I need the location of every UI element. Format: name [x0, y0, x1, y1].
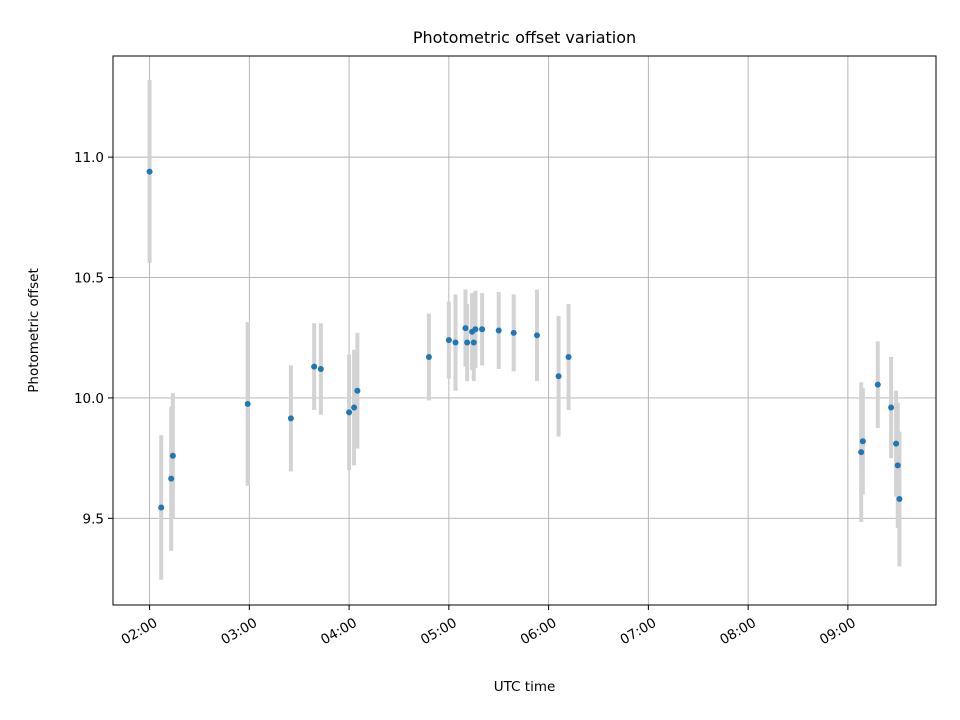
- data-points: [146, 168, 903, 511]
- data-point: [244, 400, 251, 407]
- data-point: [472, 326, 479, 333]
- grid-lines: [113, 56, 936, 605]
- data-point: [351, 404, 358, 411]
- data-point: [874, 381, 881, 388]
- data-point: [894, 462, 901, 469]
- data-point: [168, 475, 175, 482]
- data-point: [346, 409, 353, 416]
- data-point: [158, 504, 165, 511]
- data-point: [452, 339, 459, 346]
- data-point: [555, 373, 562, 380]
- data-point: [169, 452, 176, 459]
- data-point: [462, 325, 469, 332]
- plot-frame: [112, 55, 937, 606]
- y-tick-label: 11.0: [74, 150, 104, 166]
- data-point: [479, 326, 486, 333]
- data-point: [354, 387, 361, 394]
- y-axis-label: Photometric offset: [26, 268, 42, 392]
- data-point: [311, 363, 318, 370]
- data-point: [495, 327, 502, 334]
- y-tick-label: 10.0: [74, 391, 104, 407]
- data-point: [888, 404, 895, 411]
- data-point: [859, 438, 866, 445]
- data-point: [146, 168, 153, 175]
- data-point: [445, 337, 452, 344]
- x-axis-label: UTC time: [494, 679, 556, 695]
- chart-title: Photometric offset variation: [413, 28, 636, 47]
- data-point: [533, 332, 540, 339]
- data-point: [510, 329, 517, 336]
- data-point: [464, 339, 471, 346]
- y-tick-label: 9.5: [83, 511, 104, 527]
- data-point: [425, 353, 432, 360]
- data-point: [893, 440, 900, 447]
- data-point: [896, 496, 903, 503]
- data-point: [470, 339, 477, 346]
- data-point: [317, 366, 324, 373]
- data-point: [287, 415, 294, 422]
- data-point: [858, 449, 865, 456]
- y-tick-label: 10.5: [74, 271, 104, 287]
- data-point: [565, 353, 572, 360]
